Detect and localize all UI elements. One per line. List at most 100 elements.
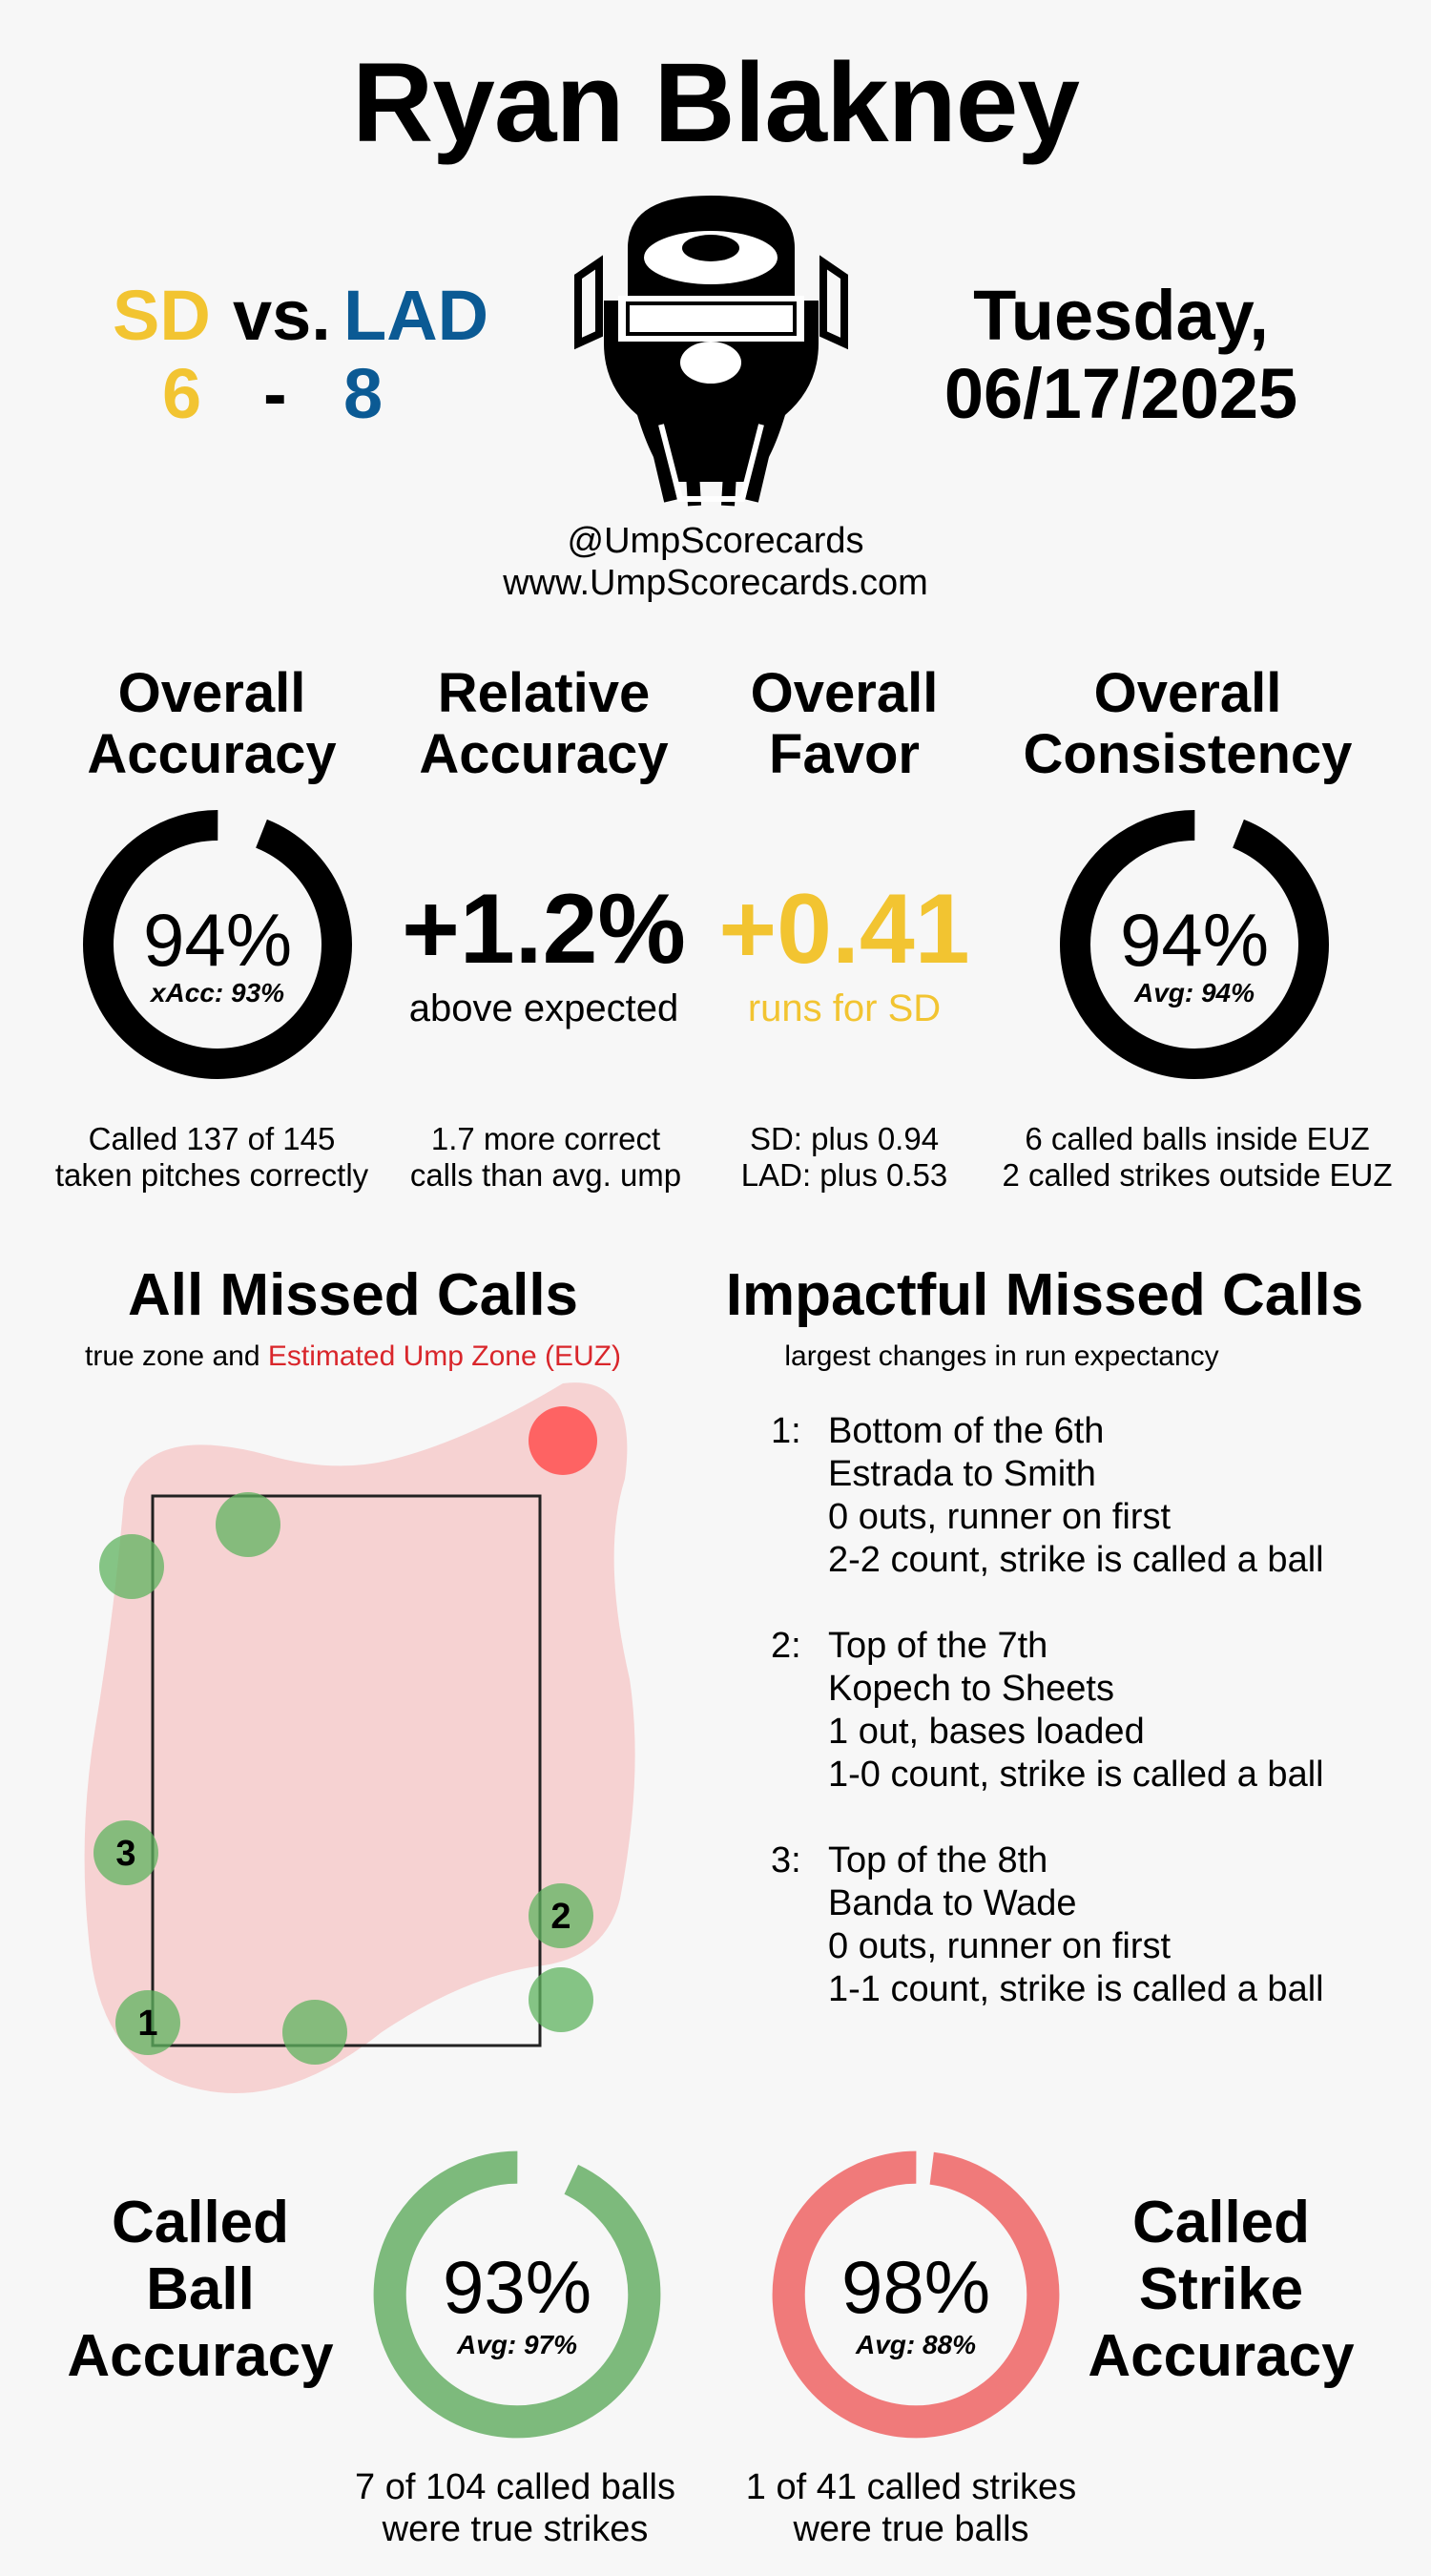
score-separator: -: [263, 354, 287, 433]
title-line: Favor: [769, 723, 920, 785]
item-line: 2-2 count, strike is called a ball: [828, 1540, 1324, 1580]
missed-call-dot: [529, 1967, 593, 2032]
away-score: 6: [162, 354, 202, 433]
overall-accuracy-sub: xAcc: 93%: [150, 978, 285, 1008]
title-line: Accuracy: [1088, 2323, 1355, 2389]
item-line: 0 outs, runner on first: [828, 1926, 1172, 1966]
date-day: 06/17/2025: [944, 354, 1298, 433]
title-line: Overall: [750, 662, 939, 724]
overall-consistency-value: 94%: [1119, 898, 1270, 982]
desc-line: 1.7 more correct: [430, 1121, 661, 1156]
desc-line: were true strikes: [382, 2509, 649, 2549]
desc-line: Called 137 of 145: [88, 1121, 336, 1156]
sub-plain: true zone and: [85, 1340, 260, 1372]
title-line: Ball: [146, 2256, 255, 2322]
relative-accuracy-desc: 1.7 more correct calls than avg. ump: [345, 1121, 746, 1194]
title-line: Called: [111, 2190, 290, 2255]
overall-accuracy-ring: [83, 810, 352, 1079]
overall-consistency-desc: 6 called balls inside EUZ 2 called strik…: [978, 1121, 1417, 1194]
ring-arc: [373, 2150, 661, 2439]
called-strike-accuracy-title: Called Strike Accuracy: [1059, 2190, 1383, 2390]
umpire-name: Ryan Blakney: [352, 40, 1080, 166]
item-line: Bottom of the 6th: [828, 1411, 1105, 1451]
item-line: 0 outs, runner on first: [828, 1497, 1172, 1537]
desc-line: were true balls: [793, 2509, 1029, 2549]
called-strike-sub: Avg: 88%: [855, 2330, 977, 2359]
item-line: Estrada to Smith: [828, 1454, 1096, 1494]
overall-accuracy-value: 94%: [142, 898, 293, 982]
desc-line: calls than avg. ump: [409, 1157, 682, 1193]
home-score: 8: [343, 354, 384, 433]
title-line: Strike: [1138, 2256, 1304, 2322]
desc-line: 2 called strikes outside EUZ: [1002, 1157, 1393, 1193]
home-team: LAD: [343, 276, 489, 355]
called-strike-value: 98%: [840, 2245, 991, 2329]
missed-call-dot: [93, 1820, 158, 1885]
desc-line: LAD: plus 0.53: [740, 1157, 948, 1193]
title-line: Overall: [117, 662, 306, 724]
impactful-item: 2: Top of the 7th Kopech to Sheets 1 out,…: [771, 1625, 1420, 1797]
title-line: Consistency: [1023, 723, 1353, 785]
item-line: 1 out, bases loaded: [828, 1712, 1145, 1752]
impactful-missed-calls-title: Impactful Missed Calls: [725, 1262, 1364, 1328]
overall-favor-title: Overall Favor: [663, 663, 1026, 785]
title-line: Accuracy: [87, 723, 337, 785]
called-strike-desc: 1 of 41 called strikes were true balls: [711, 2466, 1111, 2550]
all-missed-calls-sub: true zone and Estimated Ump Zone (EUZ): [29, 1340, 677, 1373]
item-line: 1-0 count, strike is called a ball: [828, 1755, 1324, 1795]
ring-arc: [83, 810, 352, 1079]
overall-consistency-title: Overall Consistency: [1006, 663, 1369, 785]
title-line: Relative: [437, 662, 651, 724]
title-line: Accuracy: [67, 2323, 334, 2389]
missed-call-label-2: 2: [550, 1897, 570, 1937]
missed-call-dot: [529, 1406, 597, 1475]
relative-accuracy-value: +1.2%: [402, 874, 686, 985]
called-ball-sub: Avg: 97%: [456, 2330, 578, 2359]
impactful-missed-calls-sub: largest changes in run expectancy: [784, 1340, 1219, 1372]
item-number: 3:: [771, 1840, 801, 1880]
overall-favor-value: +0.41: [718, 874, 970, 985]
missed-call-dot: [99, 1534, 164, 1599]
credits: @UmpScorecards www.UmpScorecards.com: [0, 520, 1431, 604]
missed-call-label-3: 3: [115, 1834, 135, 1874]
item-line: Top of the 8th: [828, 1840, 1048, 1880]
true-strike-zone: [151, 1494, 542, 2047]
missed-call-dot: [115, 1990, 180, 2055]
ring-arc: [1060, 810, 1329, 1079]
overall-consistency-ring: [1060, 810, 1329, 1079]
called-ball-value: 93%: [442, 2245, 592, 2329]
overall-consistency-sub: Avg: 94%: [1133, 978, 1255, 1008]
away-team: SD: [113, 276, 211, 355]
missed-call-label-1: 1: [137, 2004, 157, 2044]
impactful-item: 3: Top of the 8th Banda to Wade 0 outs, r…: [771, 1839, 1420, 2011]
game-date: Tuesday, 06/17/2025: [887, 277, 1355, 433]
overall-accuracy-desc: Called 137 of 145 taken pitches correctl…: [11, 1121, 412, 1194]
vs-label: vs.: [233, 276, 331, 355]
desc-line: taken pitches correctly: [54, 1157, 369, 1193]
missed-calls-plot: 1 2 3: [84, 1382, 635, 2093]
item-line: 1-1 count, strike is called a ball: [828, 1969, 1324, 2009]
called-strike-ring: [772, 2150, 1060, 2439]
twitter-handle: @UmpScorecards: [567, 521, 864, 561]
called-ball-accuracy-title: Called Ball Accuracy: [38, 2190, 363, 2390]
relative-accuracy-title: Relative Accuracy: [363, 663, 725, 785]
called-ball-ring: [373, 2150, 661, 2439]
title-line: Accuracy: [419, 723, 669, 785]
item-line: Kopech to Sheets: [828, 1669, 1114, 1709]
overall-favor-desc: SD: plus 0.94 LAD: plus 0.53: [644, 1121, 1045, 1194]
desc-line: 7 of 104 called balls: [355, 2467, 675, 2507]
euz-shape: [84, 1382, 635, 2093]
item-number: 2:: [771, 1626, 801, 1666]
desc-line: SD: plus 0.94: [749, 1121, 940, 1156]
desc-line: 1 of 41 called strikes: [745, 2467, 1077, 2507]
overall-favor-sub: runs for SD: [747, 987, 942, 1029]
title-line: Overall: [1093, 662, 1282, 724]
ring-arc: [772, 2150, 1060, 2439]
sub-euz: Estimated Ump Zone (EUZ): [267, 1340, 621, 1372]
item-number: 1:: [771, 1411, 801, 1451]
desc-line: 6 called balls inside EUZ: [1025, 1121, 1370, 1156]
title-line: Called: [1131, 2190, 1311, 2255]
missed-call-dot: [282, 2000, 347, 2065]
relative-accuracy-sub: above expected: [408, 987, 679, 1029]
impactful-item: 1: Bottom of the 6th Estrada to Smith 0 o…: [771, 1410, 1420, 1582]
